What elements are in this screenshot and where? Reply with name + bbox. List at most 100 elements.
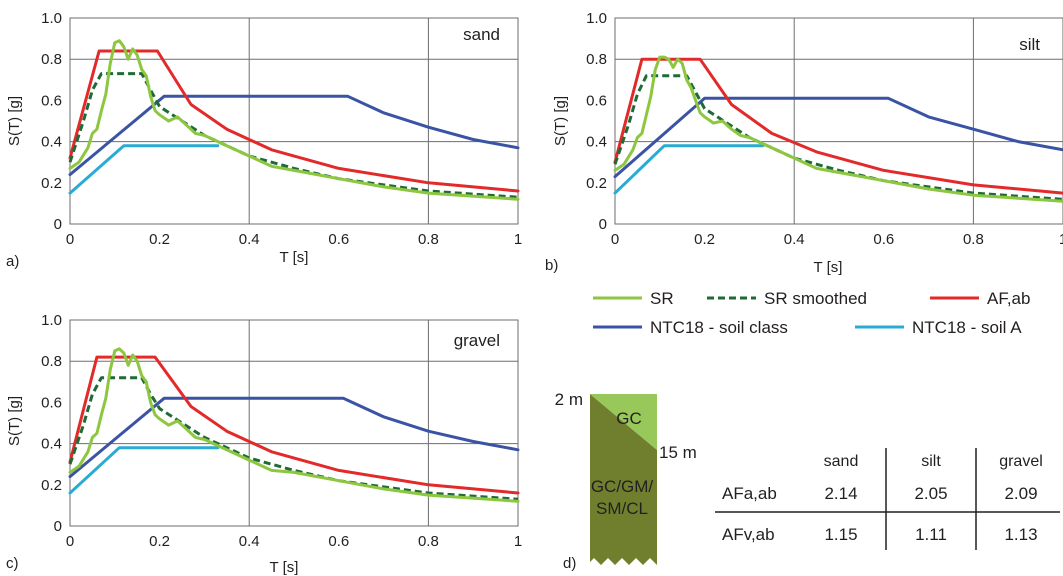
series-line-sr-smoothed [613, 74, 1063, 201]
x-tick-label: 1 [514, 231, 522, 248]
column-header: gravel [999, 453, 1043, 470]
x-tick-label: 0.6 [328, 533, 349, 550]
plot-area-frame [614, 17, 1063, 225]
y-tick-label: 1.0 [41, 10, 62, 27]
legend: SR SR smoothed AF,ab NTC18 - soil class … [593, 289, 1030, 337]
upper-soil-layer [590, 394, 657, 450]
panel-label: a) [6, 253, 19, 270]
panel-label: c) [6, 555, 19, 572]
chart-panel-silt: 0 0.2 0.4 0.6 0.8 1 0 0.2 0.4 0.6 0.8 1.0 silt T [s… [545, 10, 1063, 276]
x-tick-label: 1 [514, 533, 522, 550]
y-axis-label: S(T) [g] [552, 96, 569, 146]
soil-label: silt [1019, 35, 1040, 54]
legend-item-sr-smoothed: SR smoothed [707, 289, 867, 308]
x-tick-label: 0.8 [418, 231, 439, 248]
table-cell: 1.11 [915, 525, 947, 544]
tick-labels: 0 0.2 0.4 0.6 0.8 1 0 0.2 0.4 0.6 0.8 1.0 [586, 10, 1063, 248]
x-tick-label: 0.4 [239, 533, 260, 550]
series-line-ntc18-soil-a [613, 144, 765, 195]
y-tick-label: 0.2 [586, 175, 607, 192]
panel-label: b) [545, 257, 558, 274]
legend-label: SR smoothed [764, 289, 867, 308]
series-line-sr-smoothed [68, 376, 519, 501]
x-tick-label: 0.6 [873, 231, 894, 248]
row-label: AFv,ab [722, 525, 775, 544]
bottom-depth-label: 15 m [659, 443, 697, 462]
legend-item-ntc18-soil-class: NTC18 - soil class [593, 318, 788, 337]
series-line-ntc18-soil-class [68, 94, 520, 177]
x-tick-label: 0.2 [149, 533, 170, 550]
x-tick-label: 0.4 [784, 231, 805, 248]
y-tick-label: 0 [599, 216, 607, 233]
lower-layer-label-line-1: GC/GM/ [591, 477, 654, 496]
y-tick-label: 0.2 [41, 477, 62, 494]
y-tick-label: 0 [54, 216, 62, 233]
legend-item-af-ab: AF,ab [930, 289, 1030, 308]
y-tick-label: 1.0 [586, 10, 607, 27]
y-tick-label: 0 [54, 518, 62, 535]
x-tick-label: 0 [66, 533, 74, 550]
x-tick-label: 1 [1059, 231, 1063, 248]
column-header: sand [824, 453, 859, 470]
y-tick-label: 0.4 [41, 134, 62, 151]
x-axis-label: T [s] [270, 559, 299, 576]
panel-label: d) [563, 555, 576, 572]
x-tick-label: 0.6 [328, 231, 349, 248]
series-line-af-ab [68, 49, 520, 193]
plot-area-frame [69, 319, 519, 527]
y-tick-label: 1.0 [41, 312, 62, 329]
top-depth-label: 2 m [555, 390, 583, 409]
x-tick-label: 0.2 [149, 231, 170, 248]
legend-label: SR [650, 289, 674, 308]
series-line-ntc18-soil-a [68, 446, 220, 495]
table-cell: 2.14 [824, 484, 857, 503]
plot-area-frame [69, 17, 519, 225]
lower-layer-label-line-2: SM/CL [596, 499, 648, 518]
x-tick-label: 0.2 [694, 231, 715, 248]
series-line-ntc18-soil-class [613, 96, 1063, 179]
series-line-af-ab [613, 57, 1063, 195]
y-tick-label: 0.6 [586, 92, 607, 109]
legend-label: NTC18 - soil A [912, 318, 1022, 337]
table-cell: 2.05 [914, 484, 947, 503]
legend-item-ntc18-soil-a: NTC18 - soil A [855, 318, 1022, 337]
soil-label: sand [463, 25, 500, 44]
chart-panel-gravel: 0 0.2 0.4 0.6 0.8 1 0 0.2 0.4 0.6 0.8 1.0 gravel T … [6, 312, 522, 576]
y-tick-label: 0.6 [41, 394, 62, 411]
series-line-ntc18-soil-a [68, 144, 220, 195]
soil-profile: GC GC/GM/ SM/CL 2 m 15 m d) [555, 390, 697, 572]
row-label: AFa,ab [722, 484, 777, 503]
x-tick-label: 0 [611, 231, 619, 248]
x-axis-label: T [s] [814, 259, 843, 276]
y-tick-label: 0.8 [586, 51, 607, 68]
chart-panel-sand: 0 0.2 0.4 0.6 0.8 1 0 0.2 0.4 0.6 0.8 1.0 sand T [s… [6, 10, 522, 270]
series-lines [613, 55, 1063, 203]
gridlines [70, 18, 518, 224]
upper-layer-label: GC [616, 409, 642, 428]
series-lines [68, 39, 520, 201]
tick-labels: 0 0.2 0.4 0.6 0.8 1 0 0.2 0.4 0.6 0.8 1.0 [41, 312, 522, 550]
y-tick-label: 0.4 [586, 134, 607, 151]
series-line-sr-smoothed [68, 72, 519, 199]
x-tick-label: 0.4 [239, 231, 260, 248]
x-tick-label: 0.8 [418, 533, 439, 550]
series-line-sr [68, 347, 520, 503]
y-tick-label: 0.6 [41, 92, 62, 109]
series-line-sr [613, 55, 1063, 203]
table-cell: 2.09 [1004, 484, 1037, 503]
tick-labels: 0 0.2 0.4 0.6 0.8 1 0 0.2 0.4 0.6 0.8 1.0 [41, 10, 522, 248]
series-line-sr [68, 39, 520, 201]
legend-label: NTC18 - soil class [650, 318, 788, 337]
x-tick-label: 0 [66, 231, 74, 248]
series-lines [68, 347, 520, 503]
soil-label: gravel [454, 331, 500, 350]
y-axis-label: S(T) [g] [6, 396, 23, 446]
y-tick-label: 0.4 [41, 436, 62, 453]
series-line-ntc18-soil-class [68, 396, 520, 479]
table-cell: 1.15 [824, 525, 857, 544]
x-tick-label: 0.8 [963, 231, 984, 248]
amplification-table: sand silt gravel AFa,ab 2.14 2.05 2.09 A… [715, 448, 1060, 550]
legend-item-sr: SR [593, 289, 674, 308]
y-tick-label: 0.8 [41, 353, 62, 370]
